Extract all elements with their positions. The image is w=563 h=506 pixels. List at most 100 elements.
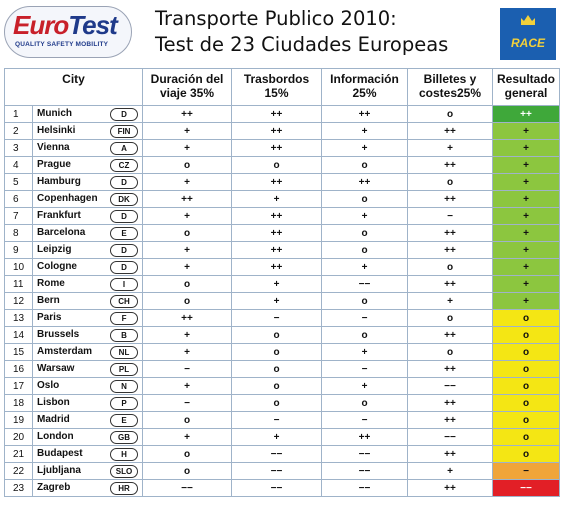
- duration-cell: o: [142, 411, 233, 429]
- info-cell: +: [321, 139, 409, 157]
- transfers-cell: o: [231, 394, 323, 412]
- tickets-cell: ++: [407, 445, 494, 463]
- info-cell: −: [321, 360, 409, 378]
- transfers-cell: ++: [231, 224, 323, 242]
- table-row: 6 Copenhagen DK ++ + o ++ +: [4, 190, 561, 208]
- transfers-cell: −−: [231, 462, 323, 480]
- info-cell: +: [321, 343, 409, 361]
- rank-cell: 13: [4, 309, 33, 327]
- rank-cell: 10: [4, 258, 33, 276]
- result-cell: o: [492, 445, 561, 463]
- city-cell: Cologne D: [31, 258, 144, 276]
- duration-cell: +: [142, 258, 233, 276]
- city-name: Prague: [37, 159, 71, 170]
- country-badge: NL: [110, 346, 139, 359]
- duration-cell: −: [142, 394, 233, 412]
- country-badge: I: [110, 278, 139, 291]
- result-cell: o: [492, 360, 561, 378]
- duration-cell: +: [142, 343, 233, 361]
- duration-cell: o: [142, 224, 233, 242]
- transfers-cell: ++: [231, 241, 323, 259]
- info-cell: o: [321, 326, 409, 344]
- info-cell: ++: [321, 173, 409, 191]
- table-row: 7 Frankfurt D + ++ + − +: [4, 207, 561, 225]
- rank-cell: 23: [4, 479, 33, 497]
- table-row: 20 London GB + + ++ −− o: [4, 428, 561, 446]
- transfers-cell: −: [231, 309, 323, 327]
- result-cell: +: [492, 241, 561, 259]
- page-title: Transporte Publico 2010: Test de 23 Ciud…: [155, 6, 448, 58]
- city-cell: Frankfurt D: [31, 207, 144, 225]
- duration-cell: +: [142, 428, 233, 446]
- country-badge: D: [110, 210, 139, 223]
- info-cell: +: [321, 258, 409, 276]
- tickets-cell: +: [407, 292, 494, 310]
- duration-cell: o: [142, 292, 233, 310]
- transfers-cell: −: [231, 411, 323, 429]
- info-cell: o: [321, 190, 409, 208]
- rank-cell: 21: [4, 445, 33, 463]
- info-cell: o: [321, 156, 409, 174]
- tickets-cell: ++: [407, 275, 494, 293]
- tickets-cell: o: [407, 258, 494, 276]
- tickets-cell: ++: [407, 190, 494, 208]
- duration-cell: o: [142, 462, 233, 480]
- table-row: 1 Munich D ++ ++ ++ o ++: [4, 105, 561, 123]
- table-row: 2 Helsinki FIN + ++ + ++ +: [4, 122, 561, 140]
- result-cell: o: [492, 394, 561, 412]
- country-badge: FIN: [110, 125, 139, 138]
- tickets-cell: −−: [407, 428, 494, 446]
- country-badge: D: [110, 244, 139, 257]
- country-badge: GB: [110, 431, 139, 444]
- country-badge: SLO: [110, 465, 139, 478]
- city-name: Helsinki: [37, 125, 76, 136]
- city-name: Paris: [37, 312, 62, 323]
- rank-cell: 12: [4, 292, 33, 310]
- transfers-cell: o: [231, 326, 323, 344]
- result-cell: +: [492, 190, 561, 208]
- duration-cell: ++: [142, 105, 233, 123]
- country-badge: P: [110, 397, 139, 410]
- transfers-cell: ++: [231, 139, 323, 157]
- tickets-cell: +: [407, 462, 494, 480]
- city-cell: Bern CH: [31, 292, 144, 310]
- city-cell: London GB: [31, 428, 144, 446]
- city-name: Ljubljana: [37, 465, 81, 476]
- rank-cell: 4: [4, 156, 33, 174]
- result-cell: +: [492, 139, 561, 157]
- rank-cell: 14: [4, 326, 33, 344]
- country-badge: H: [110, 448, 139, 461]
- duration-cell: +: [142, 241, 233, 259]
- country-badge: D: [110, 108, 139, 121]
- city-cell: Hamburg D: [31, 173, 144, 191]
- rank-cell: 7: [4, 207, 33, 225]
- country-badge: B: [110, 329, 139, 342]
- city-name: Warsaw: [37, 363, 75, 374]
- rank-cell: 2: [4, 122, 33, 140]
- city-cell: Oslo N: [31, 377, 144, 395]
- city-name: London: [37, 431, 74, 442]
- result-cell: −: [492, 462, 561, 480]
- city-name: Lisbon: [37, 397, 70, 408]
- rank-cell: 19: [4, 411, 33, 429]
- city-cell: Copenhagen DK: [31, 190, 144, 208]
- title-line-2: Test de 23 Ciudades Europeas: [155, 33, 449, 56]
- result-cell: −−: [492, 479, 561, 497]
- eurotest-logo: EuroTest QUALITY SAFETY MOBILITY: [4, 6, 132, 58]
- info-cell: −: [321, 411, 409, 429]
- duration-cell: o: [142, 275, 233, 293]
- result-cell: +: [492, 258, 561, 276]
- city-cell: Lisbon P: [31, 394, 144, 412]
- result-cell: +: [492, 173, 561, 191]
- results-table: City Duración del viaje 35% Trasbordos 1…: [3, 68, 561, 497]
- result-cell: o: [492, 309, 561, 327]
- crown-icon: [521, 15, 535, 25]
- country-badge: HR: [110, 482, 139, 495]
- tickets-cell: ++: [407, 326, 494, 344]
- city-cell: Rome I: [31, 275, 144, 293]
- city-cell: Paris F: [31, 309, 144, 327]
- rank-cell: 18: [4, 394, 33, 412]
- transfers-cell: ++: [231, 122, 323, 140]
- city-name: Brussels: [37, 329, 80, 340]
